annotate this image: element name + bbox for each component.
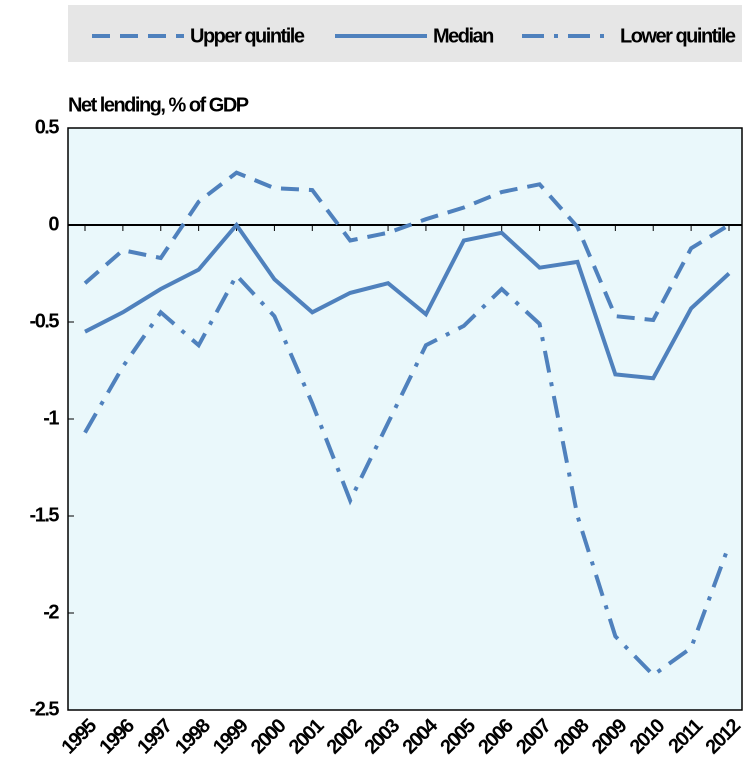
x-tick-label: 1997 bbox=[133, 715, 177, 759]
y-tick-label: -2 bbox=[43, 601, 59, 623]
series-line bbox=[83, 170, 731, 323]
y-tick-label: 0.5 bbox=[35, 116, 60, 138]
x-tick-label: 2003 bbox=[361, 715, 405, 759]
x-tick-label: 2004 bbox=[398, 714, 442, 758]
x-tick-label: 2007 bbox=[512, 715, 556, 759]
plot-area bbox=[68, 128, 742, 710]
y-tick-label: -2.5 bbox=[30, 698, 60, 720]
series-line bbox=[84, 221, 731, 381]
y-tick-label: -1 bbox=[43, 407, 59, 429]
y-tick-label: -0.5 bbox=[30, 310, 60, 332]
x-tick-label: 2001 bbox=[285, 715, 329, 759]
x-tick-label: 1996 bbox=[95, 715, 139, 759]
x-tick-label: 1995 bbox=[57, 715, 101, 759]
x-tick-label: 2011 bbox=[664, 715, 707, 758]
x-tick-label: 1999 bbox=[209, 715, 253, 759]
legend-label: Upper quintile bbox=[190, 25, 305, 47]
y-tick-label: -1.5 bbox=[30, 504, 60, 526]
y-axis-label: Net lending, % of GDP bbox=[68, 94, 249, 116]
plot-border bbox=[67, 127, 743, 711]
x-tick-label: 2002 bbox=[323, 715, 367, 759]
legend-box bbox=[68, 5, 742, 62]
x-tick-label: 2006 bbox=[474, 715, 518, 759]
x-tick-label: 2009 bbox=[588, 715, 632, 759]
x-tick-label: 2005 bbox=[436, 715, 480, 759]
legend-label: Lower quintile bbox=[620, 25, 736, 47]
x-tick-label: 2010 bbox=[626, 715, 670, 759]
x-tick-label: 2000 bbox=[247, 715, 291, 759]
x-tick-label: 2008 bbox=[550, 715, 594, 759]
y-tick-label: 0 bbox=[48, 213, 59, 235]
x-tick-label: 1998 bbox=[171, 715, 215, 759]
series-line bbox=[83, 272, 731, 678]
legend-label: Median bbox=[433, 25, 493, 47]
x-tick-label: 2012 bbox=[701, 715, 745, 759]
